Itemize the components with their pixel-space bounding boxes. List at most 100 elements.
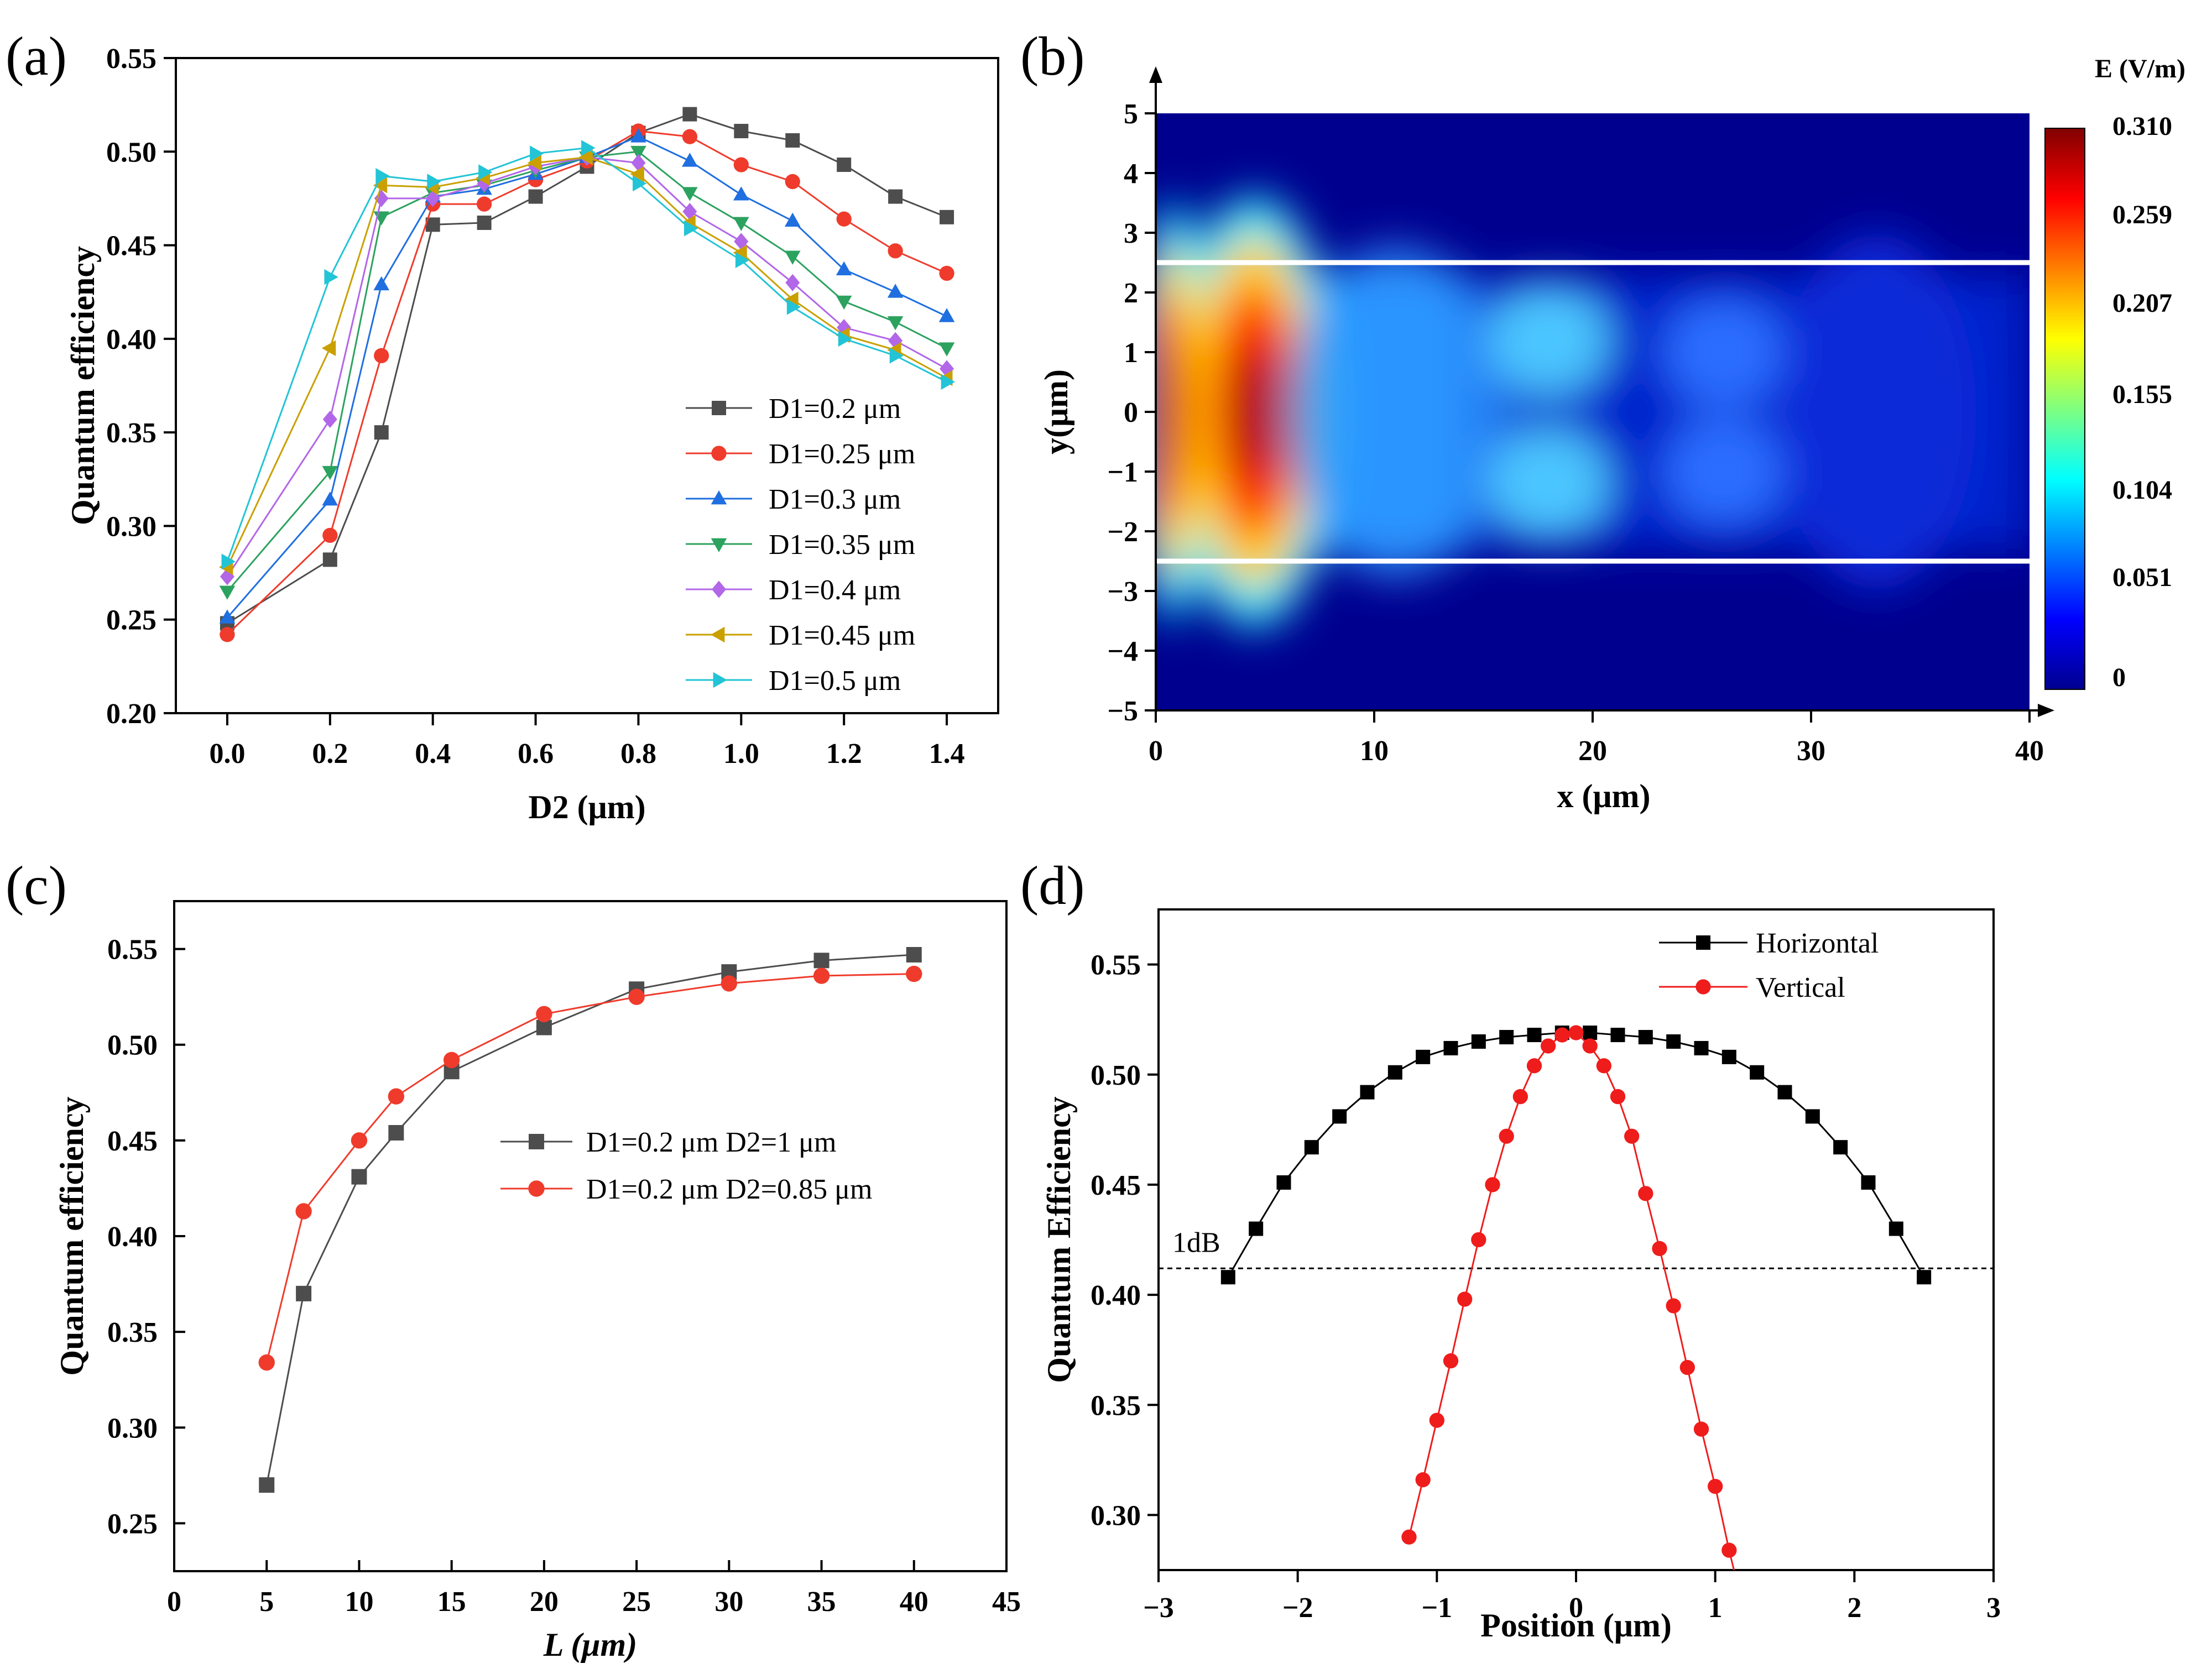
data-point-a [324, 269, 338, 285]
data-point-d [1583, 1026, 1598, 1040]
data-point-a [785, 133, 800, 148]
data-point-a [527, 155, 541, 171]
data-point-a [322, 410, 337, 428]
data-point-a [941, 374, 956, 390]
data-point-a [477, 215, 492, 230]
data-point-d [1917, 1270, 1932, 1285]
x-tick-label-a: 0.4 [415, 738, 451, 770]
legend-label-a: D1=0.3 μm [769, 484, 901, 515]
data-point-d [1666, 1034, 1681, 1049]
data-point-a [940, 210, 954, 224]
data-point-a [476, 196, 492, 212]
data-point-a [938, 342, 955, 357]
data-point-a [321, 340, 336, 357]
data-point-d [1777, 1085, 1792, 1100]
data-point-c [628, 988, 645, 1005]
data-point-a [734, 124, 749, 139]
chart-d: −3 −2 −1 0 1 2 3 0.30 0.35 0.40 0.45 0.50 0.55 Positi… [1041, 908, 2001, 1644]
x-tick-label-b: 10 [1360, 735, 1389, 767]
data-point-c [388, 1088, 405, 1105]
data-point-c [536, 1019, 552, 1035]
data-point-d [1666, 1298, 1681, 1314]
x-tick-label-c: 35 [807, 1586, 836, 1618]
data-point-c [296, 1285, 312, 1301]
legend-label-a: D1=0.2 μm [769, 393, 901, 425]
data-point-a [836, 295, 852, 310]
series-line-a [226, 130, 947, 635]
data-point-a [373, 177, 388, 193]
data-point-d [1471, 1034, 1486, 1049]
y-tick-label-c: 0.45 [107, 1126, 158, 1157]
data-point-a [219, 609, 236, 624]
hotspot-peak [1232, 346, 1276, 478]
x-tick-label-c: 20 [530, 1586, 559, 1618]
legend-label-a: D1=0.5 μm [769, 665, 901, 697]
y-tick-label-c: 0.25 [107, 1508, 158, 1540]
x-tick-label-b: 0 [1149, 735, 1163, 767]
colorbar-tick-label: 0.104 [2112, 475, 2172, 505]
data-point-a [939, 265, 954, 281]
y-tick-label-a: 0.35 [106, 417, 156, 449]
y-tick-label-a: 0.45 [106, 231, 156, 262]
y-tick-label-d: 0.55 [1091, 950, 1141, 981]
data-point-a [375, 168, 390, 184]
data-point-c [258, 1354, 275, 1371]
legend-label-d: Vertical [1756, 972, 1845, 1003]
data-point-a [682, 187, 698, 201]
data-point-d [1582, 1038, 1598, 1054]
data-point-d [1721, 1542, 1737, 1558]
y-tick-label-b: 4 [1124, 158, 1138, 190]
data-point-a [581, 140, 596, 156]
y-tick-label-c: 0.35 [107, 1317, 158, 1348]
data-point-a [940, 360, 954, 378]
series-line-a [227, 113, 947, 624]
data-point-a [631, 154, 646, 172]
data-point-d [1304, 1140, 1319, 1155]
data-point-d [1638, 1186, 1653, 1201]
legend-label-c: D1=0.2 μm D2=1 μm [586, 1127, 836, 1158]
data-point-d [1610, 1028, 1625, 1043]
hotspot-lobe [1488, 428, 1610, 539]
data-point-d [1401, 1529, 1417, 1545]
colorbar [2044, 128, 2085, 690]
legend-marker-c [528, 1180, 545, 1197]
colorbar-tick-label: 0 [2112, 663, 2126, 692]
x-tick-label-d: 3 [1986, 1592, 2001, 1624]
data-point-a [322, 527, 338, 543]
data-point-d [1526, 1058, 1542, 1074]
panel-label-c: (c) [6, 855, 67, 916]
chart-c: 0 5 10 15 20 25 30 35 40 45 0.25 0.30 0.35 0.40 0.45 0.… [54, 900, 1021, 1663]
x-tick-label-a: 0.0 [209, 738, 245, 770]
x-tick-label-a: 0.8 [620, 738, 656, 770]
x-tick-label-a: 0.6 [518, 738, 554, 770]
data-point-a [837, 318, 852, 337]
data-point-a [784, 212, 801, 227]
data-point-c [906, 946, 922, 962]
legend-label-a: D1=0.25 μm [769, 438, 915, 470]
y-tick-label-c: 0.40 [107, 1221, 158, 1253]
legend-label-d: Horizontal [1756, 928, 1879, 959]
data-point-a [425, 190, 440, 207]
data-point-a [682, 153, 698, 167]
data-point-a [322, 491, 338, 506]
x-tick-label-a: 1.4 [929, 738, 965, 770]
y-tick-label-d: 0.35 [1091, 1390, 1141, 1421]
data-point-d [1387, 1065, 1402, 1080]
data-point-c [536, 1006, 552, 1023]
data-point-a [682, 129, 698, 144]
data-point-c [295, 1203, 312, 1220]
data-point-d [1541, 1038, 1556, 1054]
data-point-a [836, 261, 852, 275]
data-point-d [1833, 1140, 1848, 1155]
data-point-a [374, 425, 389, 440]
panel-label-b: (b) [1020, 25, 1085, 87]
x-tick-label-a: 1.2 [826, 738, 862, 770]
data-point-a [889, 348, 904, 364]
data-point-a [578, 149, 593, 165]
data-point-d [1624, 1128, 1640, 1144]
data-point-d [1332, 1109, 1347, 1124]
data-point-c [813, 967, 830, 984]
hotspot-lobe [1663, 297, 1785, 407]
x-axis-arrow-b [2038, 704, 2054, 717]
data-point-c [351, 1132, 368, 1149]
